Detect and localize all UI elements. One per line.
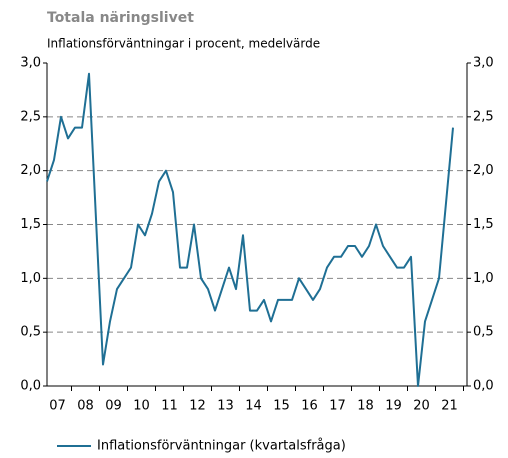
x-tick-label: 16 [301, 399, 318, 414]
x-tick-label: 17 [329, 399, 346, 414]
x-tick-label: 20 [413, 399, 430, 414]
y2-tick-label: 0,5 [473, 325, 494, 340]
y-tick-label: 0,0 [20, 379, 41, 394]
y2-tick-label: 3,0 [473, 56, 494, 71]
x-tick-label: 08 [77, 399, 94, 414]
series-line [46, 72, 454, 387]
x-tick-label: 09 [105, 399, 122, 414]
x-tick-label: 21 [441, 399, 458, 414]
y-tick-label: 2,5 [20, 109, 41, 124]
x-tick-label: 14 [245, 399, 262, 414]
x-tick-label: 07 [49, 399, 66, 414]
y-tick-label: 1,0 [20, 271, 41, 286]
legend-label: Inflationsförväntningar (kvartalsfråga) [97, 439, 346, 454]
chart-title: Totala näringslivet [47, 10, 194, 26]
y2-tick-label: 2,5 [473, 109, 494, 124]
x-tick-label: 12 [189, 399, 206, 414]
y2-tick-label: 1,0 [473, 271, 494, 286]
y-tick-label: 0,5 [20, 325, 41, 340]
x-tick-label: 13 [217, 399, 234, 414]
x-tick-label: 18 [357, 399, 374, 414]
x-tick-label: 10 [133, 399, 150, 414]
x-tick-label: 19 [385, 399, 402, 414]
y-tick-label: 2,0 [20, 163, 41, 178]
y2-tick-label: 1,5 [473, 217, 494, 232]
y-tick-label: 3,0 [20, 56, 41, 71]
y2-tick-label: 2,0 [473, 163, 494, 178]
y2-tick-label: 0,0 [473, 379, 494, 394]
chart-subtitle: Inflationsförväntningar i procent, medel… [47, 37, 320, 51]
x-tick-label: 11 [161, 399, 178, 414]
y-tick-label: 1,5 [20, 217, 41, 232]
x-tick-label: 15 [273, 399, 290, 414]
